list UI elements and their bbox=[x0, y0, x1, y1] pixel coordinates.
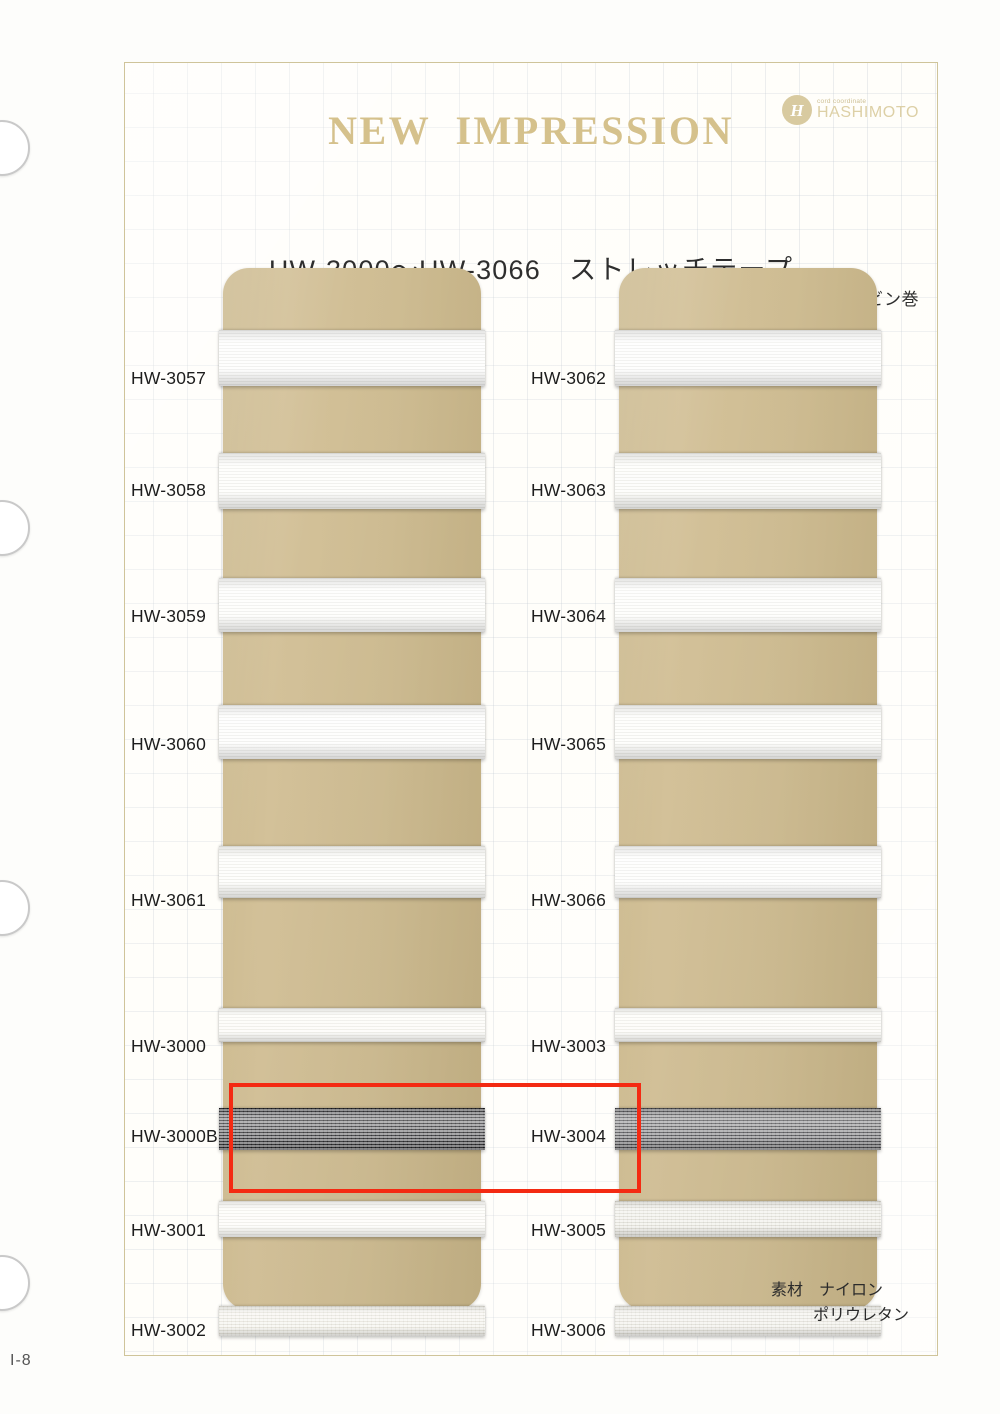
tape-shading bbox=[615, 453, 881, 509]
tape-texture bbox=[615, 578, 881, 632]
tape-texture bbox=[219, 330, 485, 386]
tape-swatch bbox=[219, 453, 485, 509]
tape-swatch bbox=[615, 330, 881, 386]
swatch-label: HW-3000 bbox=[131, 1036, 206, 1056]
tape-texture bbox=[219, 1201, 485, 1237]
swatch-label: HW-3002 bbox=[131, 1320, 206, 1340]
tape-swatch bbox=[615, 1008, 881, 1042]
punch-hole bbox=[0, 1255, 30, 1311]
tape-shading bbox=[615, 578, 881, 632]
swatch-label: HW-3001 bbox=[131, 1220, 206, 1240]
tape-swatch bbox=[615, 1201, 881, 1237]
tape-swatch bbox=[219, 1306, 485, 1336]
tape-weave bbox=[219, 1108, 485, 1150]
swatch-label: HW-3059 bbox=[131, 606, 206, 626]
swatch-label: HW-3062 bbox=[531, 368, 606, 388]
tape-texture bbox=[219, 705, 485, 759]
swatch-label: HW-3060 bbox=[131, 734, 206, 754]
tape-texture bbox=[219, 453, 485, 509]
tape-swatch bbox=[615, 578, 881, 632]
swatch-label: HW-3065 bbox=[531, 734, 606, 754]
tape-shading bbox=[219, 578, 485, 632]
header: NEW IMPRESSION bbox=[125, 107, 937, 154]
tape-texture bbox=[615, 846, 881, 898]
tape-swatch bbox=[219, 330, 485, 386]
page-number: I-8 bbox=[10, 1352, 32, 1369]
tape-weave bbox=[615, 1306, 881, 1336]
tape-texture bbox=[615, 1201, 881, 1237]
material-note: 素材 ナイロン ポリウレタン bbox=[771, 1279, 909, 1329]
swatch-label: HW-3057 bbox=[131, 368, 206, 388]
tape-texture bbox=[615, 1306, 881, 1336]
tape-texture bbox=[615, 705, 881, 759]
tape-swatch bbox=[219, 846, 485, 898]
tape-shading bbox=[219, 453, 485, 509]
brand-logo: H cord coordinate HASHIMOTO bbox=[781, 95, 919, 125]
tape-texture bbox=[615, 453, 881, 509]
tape-shading bbox=[219, 846, 485, 898]
tape-swatch bbox=[219, 1008, 485, 1042]
tape-texture bbox=[219, 1306, 485, 1336]
tape-shading bbox=[219, 1108, 485, 1150]
logo-text: cord coordinate HASHIMOTO bbox=[816, 97, 919, 122]
tape-texture bbox=[615, 330, 881, 386]
tape-swatch bbox=[615, 1108, 881, 1150]
tape-texture bbox=[219, 846, 485, 898]
material-line-2: ポリウレタン bbox=[812, 1307, 909, 1325]
tape-shading bbox=[219, 330, 485, 386]
swatch-label: HW-3066 bbox=[531, 890, 606, 910]
tape-shading bbox=[615, 846, 881, 898]
swatch-label: HW-3063 bbox=[531, 480, 606, 500]
tape-texture bbox=[219, 1008, 485, 1042]
tape-shading bbox=[615, 1008, 881, 1042]
swatch-label: HW-3006 bbox=[531, 1320, 606, 1340]
punch-hole bbox=[0, 500, 30, 556]
tape-shading bbox=[219, 1306, 485, 1336]
tape-shading bbox=[615, 705, 881, 759]
tape-texture bbox=[219, 578, 485, 632]
material-line-1: 素材 ナイロン bbox=[770, 1282, 883, 1300]
tape-weave bbox=[615, 1108, 881, 1150]
punch-hole bbox=[0, 880, 30, 936]
tape-texture bbox=[615, 1008, 881, 1042]
swatch-label: HW-3061 bbox=[131, 890, 206, 910]
sample-card-frame: NEW IMPRESSION H cord coordinate HASHIMO… bbox=[124, 62, 938, 1356]
tape-weave bbox=[615, 1201, 881, 1237]
tape-shading bbox=[615, 1201, 881, 1237]
card-sheen bbox=[619, 268, 877, 1310]
tape-shading bbox=[615, 1108, 881, 1150]
tape-swatch bbox=[219, 1108, 485, 1150]
tape-swatch bbox=[219, 705, 485, 759]
tape-swatch bbox=[615, 705, 881, 759]
swatch-label: HW-3005 bbox=[531, 1220, 606, 1240]
swatch-label: HW-3064 bbox=[531, 606, 606, 626]
tape-texture bbox=[615, 1108, 881, 1150]
tape-swatch bbox=[615, 453, 881, 509]
tape-swatch bbox=[615, 1306, 881, 1336]
swatch-label: HW-3004 bbox=[531, 1126, 606, 1146]
card-sheen bbox=[223, 268, 481, 1310]
tape-swatch bbox=[219, 1201, 485, 1237]
tape-texture bbox=[219, 1108, 485, 1150]
sample-card-left bbox=[223, 268, 481, 1310]
tape-swatch bbox=[615, 846, 881, 898]
swatch-label: HW-3003 bbox=[531, 1036, 606, 1056]
tape-shading bbox=[219, 1201, 485, 1237]
tape-weave bbox=[219, 1306, 485, 1336]
tape-shading bbox=[615, 1306, 881, 1336]
swatch-label: HW-3058 bbox=[131, 480, 206, 500]
page-title: NEW IMPRESSION bbox=[328, 108, 734, 153]
swatch-label: HW-3000B bbox=[131, 1126, 218, 1146]
punch-hole bbox=[0, 120, 30, 176]
tape-shading bbox=[219, 705, 485, 759]
tape-shading bbox=[219, 1008, 485, 1042]
logo-brand-name: HASHIMOTO bbox=[816, 104, 919, 122]
hashimoto-logo-icon: H bbox=[781, 95, 812, 125]
sample-card-right bbox=[619, 268, 877, 1310]
tape-swatch bbox=[219, 578, 485, 632]
logo-tagline: cord coordinate bbox=[816, 97, 867, 105]
tape-shading bbox=[615, 330, 881, 386]
